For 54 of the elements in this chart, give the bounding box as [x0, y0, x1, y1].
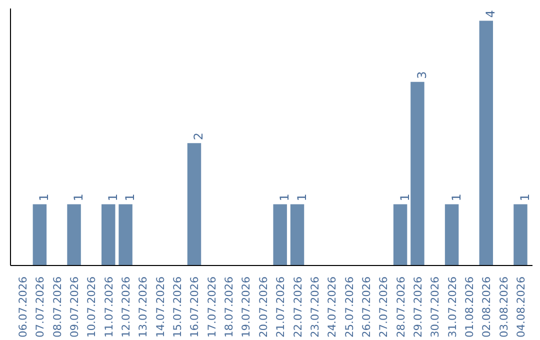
x-tick-label: 18.07.2026 [222, 276, 236, 338]
x-tick-label: 24.07.2026 [326, 276, 339, 338]
x-tick-label: 02.08.2026 [480, 276, 494, 338]
data-label: 1 [106, 194, 120, 202]
data-label: 1 [398, 194, 412, 202]
bar [273, 204, 287, 266]
x-tick-label: 29.07.2026 [411, 276, 424, 338]
data-label: 1 [37, 194, 52, 202]
data-label: 1 [123, 194, 138, 202]
data-label: 3 [414, 71, 429, 79]
bar [67, 204, 81, 266]
x-tick-label: 21.07.2026 [274, 276, 288, 338]
x-tick-label: 23.07.2026 [308, 276, 322, 338]
x-tick-label: 14.07.2026 [154, 276, 167, 338]
x-tick-label: 01.08.2026 [462, 276, 476, 338]
x-tick-label: 25.07.2026 [342, 276, 356, 338]
bar [102, 204, 116, 266]
bar [479, 20, 494, 266]
x-tick-label: 20.07.2026 [256, 276, 270, 338]
x-tick-label: 11.07.2026 [102, 276, 116, 338]
x-tick-label: 30.07.2026 [428, 276, 442, 338]
x-tick-label: 15.07.2026 [171, 276, 184, 338]
data-label: 4 [484, 10, 498, 18]
data-label: 2 [192, 132, 206, 140]
x-tick-label: 03.08.2026 [497, 276, 510, 338]
x-tick-label: 12.07.2026 [120, 276, 133, 338]
data-label: 1 [72, 194, 86, 202]
x-tick-label: 26.07.2026 [360, 276, 373, 338]
bar [393, 204, 408, 266]
bar [444, 204, 459, 266]
x-tick-label: 22.07.2026 [291, 276, 304, 338]
x-tick-label: 19.07.2026 [240, 276, 253, 338]
bar [187, 143, 202, 266]
data-label: 1 [518, 194, 532, 202]
data-label: 1 [294, 194, 309, 202]
x-tick-label: 13.07.2026 [136, 276, 150, 338]
data-label: 1 [278, 194, 292, 202]
bar [410, 82, 424, 266]
x-tick-label: 16.07.2026 [188, 276, 202, 338]
bar [32, 204, 47, 266]
x-tick-label: 31.07.2026 [446, 276, 459, 338]
x-tick-label: 28.07.2026 [394, 276, 408, 338]
data-label: 1 [449, 194, 464, 202]
x-tick-label: 17.07.2026 [205, 276, 218, 338]
x-tick-label: 06.07.2026 [16, 276, 30, 338]
x-tick-label: 08.07.2026 [50, 276, 64, 338]
x-tick-label: 04.08.2026 [514, 276, 528, 338]
x-tick-label: 07.07.2026 [34, 276, 47, 338]
bar [514, 204, 528, 266]
bar [118, 204, 132, 266]
bar [290, 204, 304, 266]
x-tick-label: 09.07.2026 [68, 276, 82, 338]
x-tick-label: 10.07.2026 [85, 276, 98, 338]
x-tick-label: 27.07.2026 [377, 276, 390, 338]
